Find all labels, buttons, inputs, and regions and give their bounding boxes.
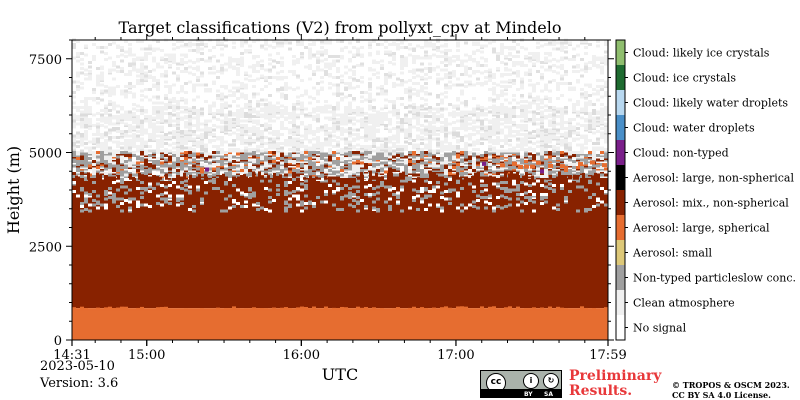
cc-sa-label: SA: [544, 391, 553, 398]
colorbar-segment: [616, 240, 625, 265]
colorbar-segment: [616, 65, 625, 90]
colorbar-label: Aerosol: small: [632, 247, 712, 260]
plot-area: [72, 38, 608, 340]
cc-badge-bar: [481, 389, 561, 397]
colorbar-label: Cloud: likely water droplets: [633, 97, 788, 110]
colorbar-segment: [616, 140, 625, 165]
x-tick-label: 17:00: [437, 348, 474, 363]
axes: 0 2500 5000 7500 14:31 15:00 16:00 17:00 17:59: [29, 34, 627, 363]
x-tick-label: 17:59: [589, 348, 626, 363]
colorbar-label: Non-typed particleslow conc.: [633, 272, 796, 285]
copyright-line2: CC BY SA 4.0 License.: [672, 390, 771, 400]
x-tick-label: 16:00: [283, 348, 320, 363]
colorbar-label: Aerosol: mix., non-spherical: [632, 197, 789, 210]
cloud-non-typed-point: [205, 167, 209, 172]
colorbar-segment: [616, 165, 625, 190]
colorbar-segment: [616, 90, 625, 115]
y-tick-label: 2500: [29, 240, 62, 255]
preliminary-line2: Results.: [569, 383, 633, 399]
colorbar-frame: [615, 39, 626, 341]
version-label: Version: 3.6: [40, 376, 119, 391]
copyright-line1: © TROPOS & OSCM 2023.: [672, 380, 790, 390]
colorbar-segment: [616, 40, 625, 65]
colorbar: No signal Clean atmosphere Non-typed parti…: [615, 39, 796, 341]
date-label: 2023-05-10: [40, 359, 115, 374]
colorbar-segment: [616, 265, 625, 290]
y-tick-label: 0: [54, 334, 62, 349]
y-axis-label: Height (m): [4, 146, 23, 234]
cc-license-badge[interactable]: cc i ↻ BY SA: [480, 370, 562, 398]
colorbar-label: Cloud: ice crystals: [633, 72, 736, 85]
cc-by-label: BY: [524, 391, 533, 398]
colorbar-label: Clean atmosphere: [633, 297, 735, 310]
cloud-non-typed-point: [482, 161, 486, 166]
layer-aerosol-mix-non-spherical: [72, 175, 608, 309]
colorbar-label: Aerosol: large, spherical: [632, 222, 770, 235]
layer-aerosol-large-spherical: [72, 308, 608, 340]
y-tick-label: 7500: [29, 53, 62, 68]
chart-title: Target classifications (V2) from pollyxt…: [119, 18, 562, 37]
colorbar-label: Cloud: likely ice crystals: [633, 47, 770, 60]
colorbar-segment: [616, 215, 625, 240]
colorbar-label: Cloud: non-typed: [633, 147, 729, 160]
colorbar-segment: [616, 290, 625, 315]
preliminary-line1: Preliminary: [569, 368, 662, 384]
colorbar-segment: [616, 115, 625, 140]
noise-texture: [72, 38, 608, 311]
x-tick-label: 15:00: [128, 348, 165, 363]
colorbar-label: No signal: [633, 322, 687, 335]
colorbar-segment: [616, 315, 625, 340]
colorbar-label: Aerosol: large, non-spherical: [632, 172, 794, 185]
colorbar-label: Cloud: water droplets: [633, 122, 755, 135]
x-axis-label: UTC: [322, 365, 358, 384]
by-person-icon: i: [523, 373, 539, 389]
colorbar-segment: [616, 190, 625, 215]
share-alike-icon: ↻: [543, 373, 559, 389]
x-tick-label: 14:31: [53, 348, 90, 363]
y-tick-label: 5000: [29, 147, 62, 162]
cloud-non-typed-point: [540, 169, 544, 174]
